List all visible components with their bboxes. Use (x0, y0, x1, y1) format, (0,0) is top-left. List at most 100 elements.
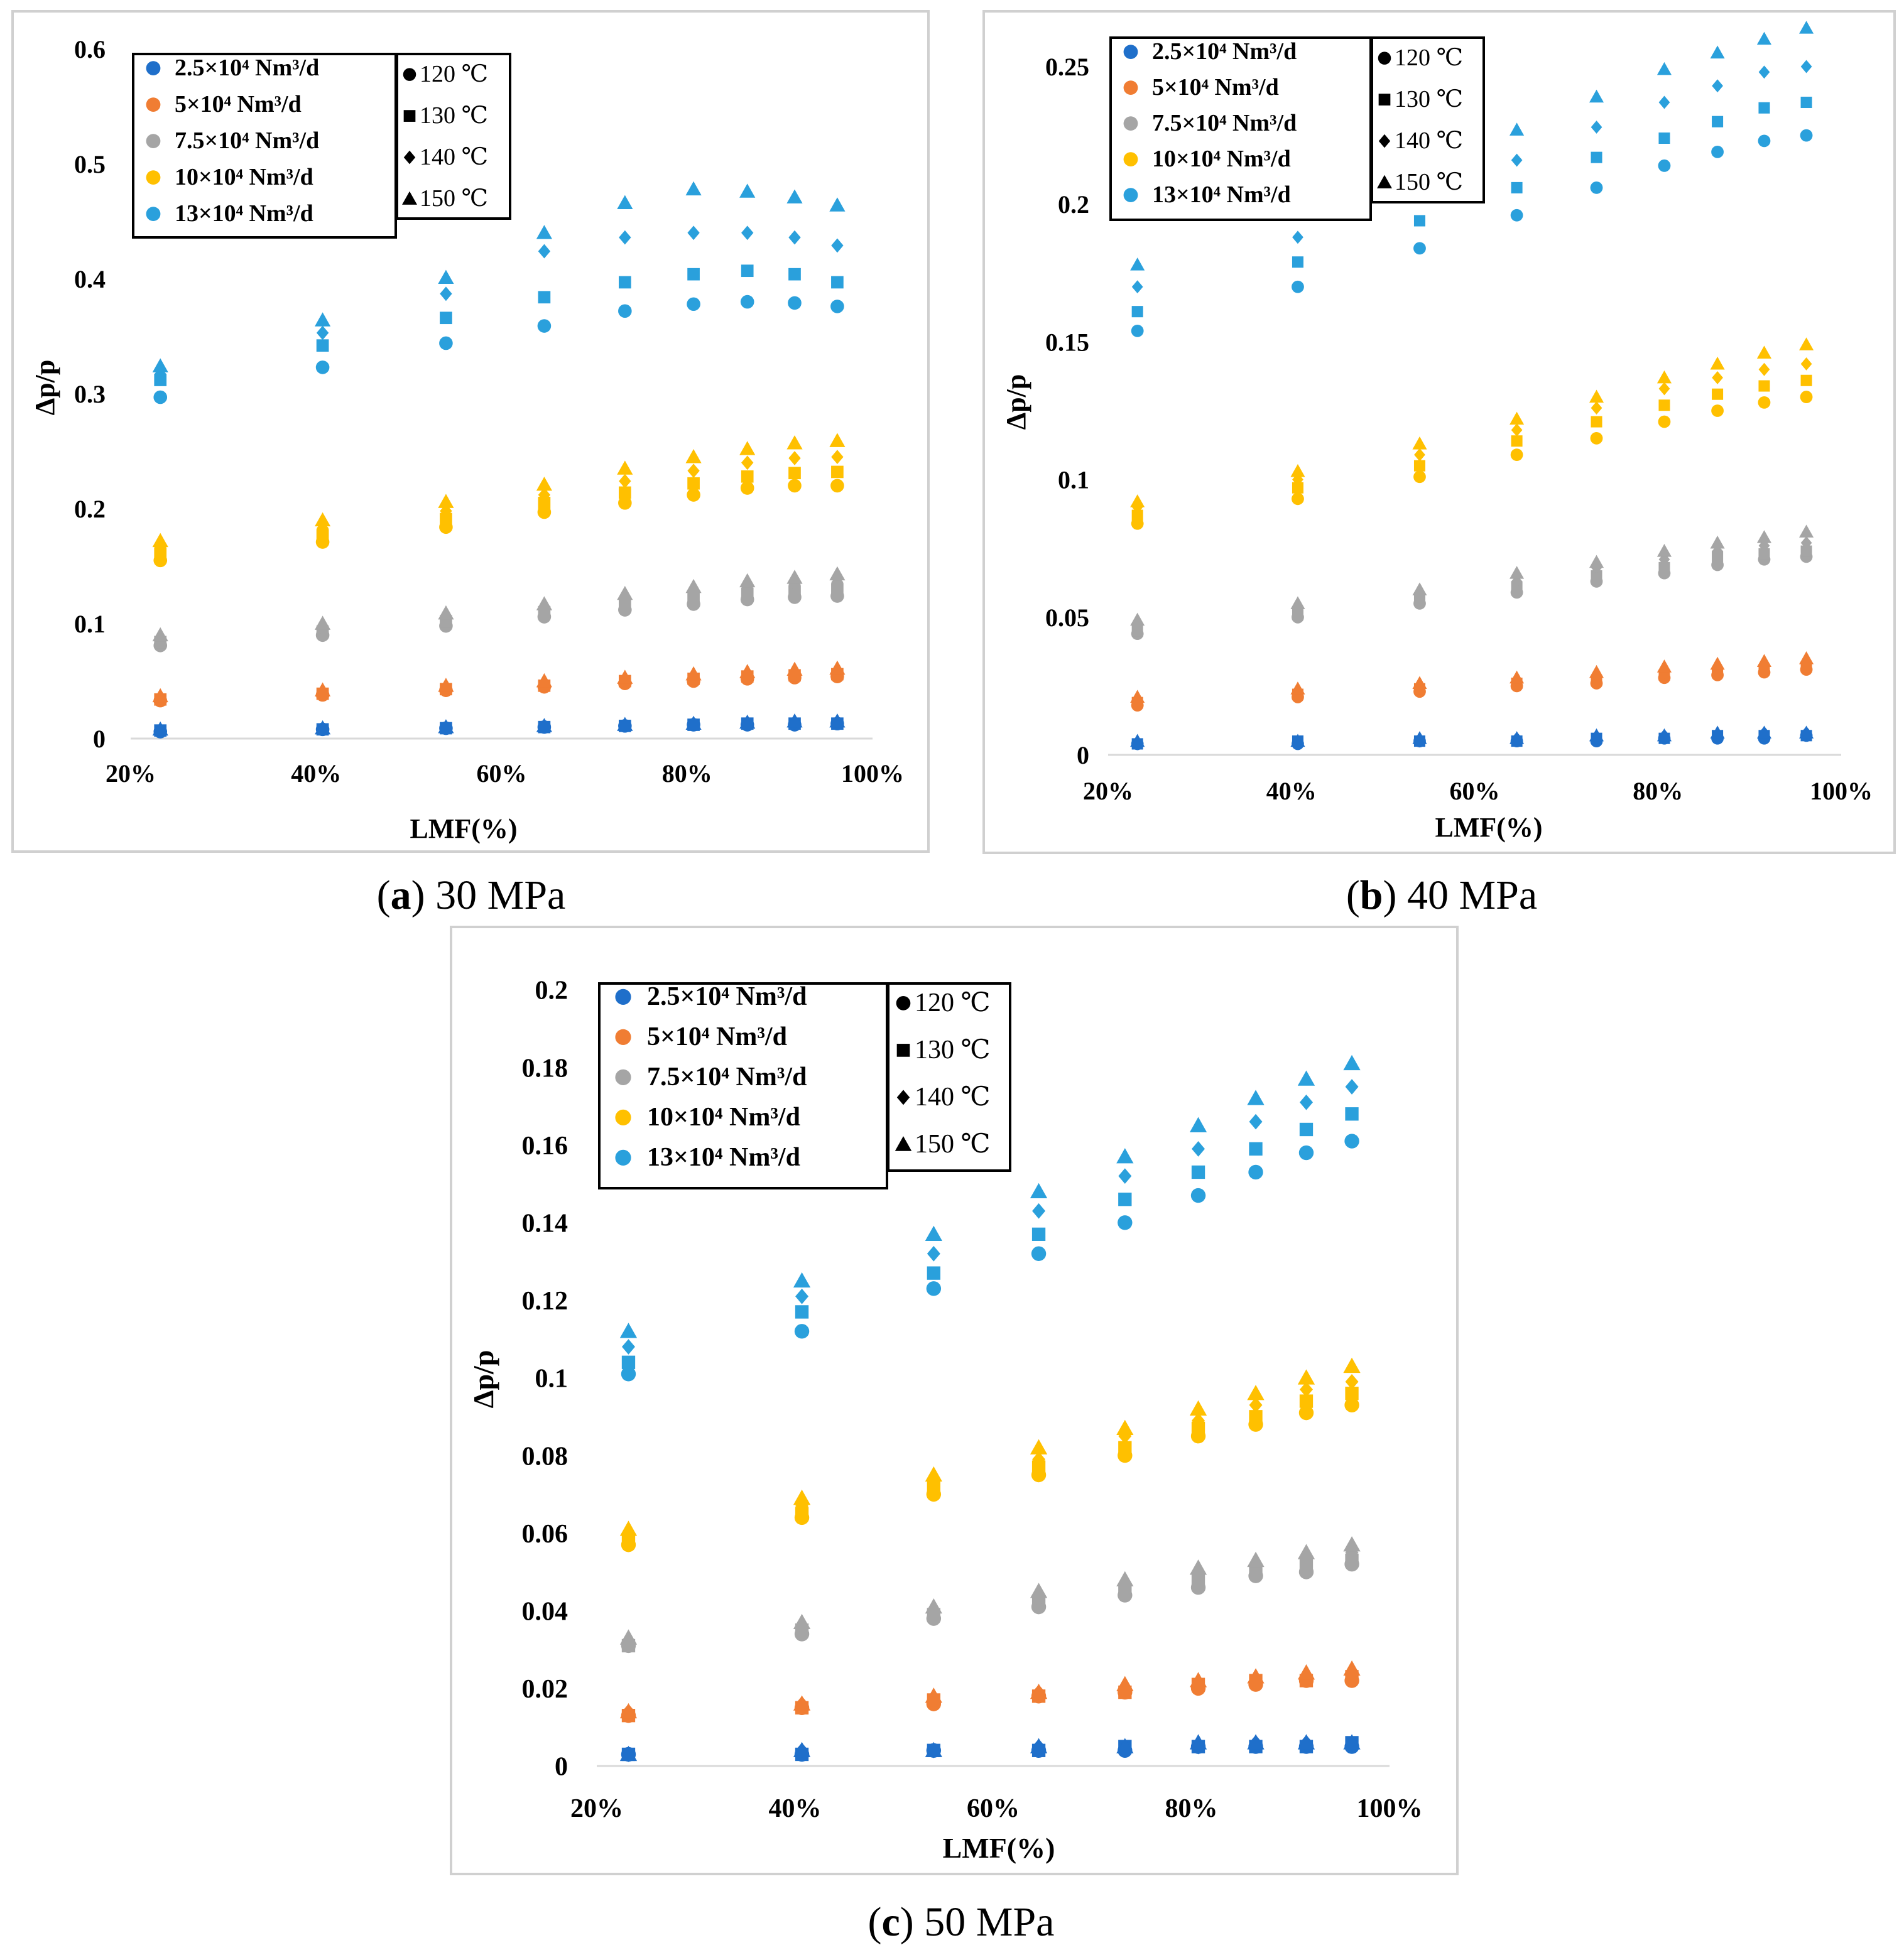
data-point-flow4-triangle (314, 312, 331, 327)
panel-c-y-tick-labels: 0 0.02 0.04 0.06 0.08 0.1 0.12 0.14 0.16 0.18 0.2 (522, 977, 568, 1782)
data-point-flow4-square (927, 1266, 941, 1280)
legend-temp-label: 150 ℃ (1395, 169, 1463, 195)
data-point-flow3-square (1031, 1460, 1046, 1474)
data-point-flow4-circle (1031, 1246, 1047, 1261)
data-point-flow4-circle (740, 295, 754, 309)
legend-temp-label: 130 ℃ (420, 102, 488, 129)
data-point-flow0-triangle (1710, 725, 1725, 739)
data-point-flow3-square (1118, 1441, 1132, 1454)
data-point-flow4-square (1249, 1142, 1263, 1156)
data-point-flow1-triangle (1189, 1672, 1207, 1687)
legend-swatch (1123, 45, 1138, 59)
data-point-flow4-square (1758, 102, 1770, 114)
data-point-flow4-triangle (685, 181, 702, 196)
data-point-flow2-triangle (152, 627, 168, 642)
data-point-flow4-triangle (1030, 1183, 1048, 1199)
data-point-flow2-triangle (619, 1629, 638, 1645)
data-point-flow1-triangle (786, 661, 803, 676)
data-point-flow2-triangle (786, 570, 803, 584)
data-point-flow0-triangle (1297, 1734, 1315, 1750)
data-point-flow4-square (831, 276, 844, 289)
data-point-flow1-triangle (1030, 1683, 1048, 1699)
x-tick-label: 20% (106, 759, 156, 788)
data-point-flow3-square (1800, 374, 1812, 386)
data-point-flow1-triangle (1799, 651, 1814, 664)
data-point-flow4-diamond (687, 225, 700, 241)
legend-marker-diamond (403, 150, 416, 165)
legend-flow-label: 5×10⁴ Nm³/d (647, 1022, 787, 1051)
data-point-flow4-triangle (739, 183, 756, 198)
data-point-flow3-square (741, 470, 754, 483)
panel-a-legend-flow: 2.5×10⁴ Nm³/d 5×10⁴ Nm³/d 7.5×10⁴ Nm³/d 10×… (132, 53, 397, 239)
data-point-flow1-triangle (793, 1695, 811, 1711)
legend-swatch (615, 1149, 631, 1166)
data-point-flow4-circle (794, 1324, 810, 1339)
data-point-flow4-diamond (1249, 1113, 1263, 1130)
data-point-flow4-triangle (1656, 62, 1672, 75)
data-point-flow4-triangle (1189, 1117, 1207, 1132)
data-point-flow3-triangle (786, 435, 803, 450)
legend-swatch (1123, 152, 1138, 166)
panel-a-y-tick-labels: 0 0.1 0.2 0.3 0.4 0.5 0.6 (74, 35, 106, 753)
legend-flow-label: 13×10⁴ Nm³/d (1152, 181, 1291, 208)
data-point-flow1-triangle (1297, 1664, 1315, 1680)
data-point-flow0-triangle (1290, 734, 1305, 747)
data-point-flow4-square (1800, 96, 1812, 109)
data-point-flow0-triangle (829, 713, 846, 728)
legend-flow-label: 13×10⁴ Nm³/d (647, 1143, 800, 1172)
panel-a: 0 0.1 0.2 0.3 0.4 0.5 0.6 20% 40% 60% 80% 100% LMF… (11, 10, 930, 853)
legend-flow-label: 7.5×10⁴ Nm³/d (647, 1063, 807, 1091)
x-tick-label: 100% (1810, 777, 1873, 805)
data-point-flow2-triangle (1412, 582, 1427, 595)
data-point-flow3-diamond (619, 474, 631, 489)
data-point-flow4-square (1658, 132, 1670, 144)
legend-swatch (615, 1029, 631, 1045)
data-point-flow3-triangle (1343, 1357, 1361, 1373)
data-point-flow4-circle (926, 1281, 942, 1296)
x-tick-label: 80% (1633, 777, 1683, 805)
data-point-flow2-triangle (617, 585, 633, 600)
data-point-flow3-diamond (1299, 1382, 1313, 1397)
data-point-flow4-circle (315, 360, 330, 374)
data-point-flow4-diamond (1131, 280, 1143, 294)
data-point-flow0-triangle (739, 714, 756, 729)
data-point-flow4-diamond (1032, 1203, 1046, 1219)
data-point-flow3-square (831, 465, 844, 479)
x-tick-label: 60% (477, 759, 527, 788)
data-point-flow0-triangle (925, 1741, 942, 1757)
data-point-flow0-triangle (1756, 725, 1772, 739)
data-point-flow3-triangle (1116, 1419, 1134, 1435)
legend-flow-label: 2.5×10⁴ Nm³/d (1152, 38, 1297, 65)
data-point-flow3-triangle (1589, 389, 1604, 403)
legend-marker-triangle (895, 1136, 912, 1151)
data-point-flow1-triangle (925, 1687, 942, 1703)
data-point-flow3-circle (1658, 415, 1671, 428)
x-tick-label: 20% (1083, 777, 1133, 805)
data-point-flow0-triangle (1656, 728, 1672, 742)
data-point-flow3-diamond (440, 504, 452, 519)
data-point-flow4-triangle (793, 1272, 811, 1288)
legend-temp-label: 120 ℃ (420, 61, 488, 87)
data-point-flow1-triangle (1710, 656, 1725, 670)
panel-b-x-tick-labels: 20% 40% 60% 80% 100% (1083, 777, 1873, 805)
legend-marker-triangle (402, 191, 417, 205)
x-tick-label: 40% (291, 759, 341, 788)
data-point-flow2-triangle (685, 578, 702, 593)
data-point-flow4-square (1413, 215, 1425, 227)
data-point-flow2-triangle (925, 1598, 942, 1614)
x-tick-label: 40% (769, 1794, 822, 1823)
data-point-flow4-circle (1510, 209, 1523, 222)
data-point-flow3-diamond (1414, 448, 1425, 462)
data-point-flow3-triangle (1710, 356, 1725, 370)
data-point-flow3-square (1413, 460, 1425, 472)
data-point-flow3-triangle (1656, 370, 1672, 384)
data-point-flow1-triangle (1656, 659, 1672, 673)
data-point-flow1-triangle (619, 1703, 638, 1719)
data-point-flow2-triangle (1343, 1536, 1361, 1552)
data-point-flow1-triangle (829, 660, 846, 675)
panel-a-caption: (a) 30 MPa (377, 872, 566, 918)
data-point-flow1-triangle (438, 678, 454, 692)
legend-marker-square (1378, 94, 1391, 106)
data-point-flow1-triangle (685, 666, 702, 681)
data-point-flow3-square (538, 497, 551, 509)
